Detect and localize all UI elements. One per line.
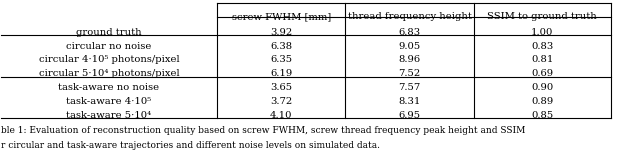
- Text: 0.90: 0.90: [531, 83, 554, 92]
- Text: 0.85: 0.85: [531, 111, 554, 120]
- Text: SSIM to ground truth: SSIM to ground truth: [488, 12, 597, 21]
- Text: screw FWHM [mm]: screw FWHM [mm]: [232, 12, 331, 21]
- Text: task-aware 4·10⁵: task-aware 4·10⁵: [67, 97, 152, 106]
- Text: 6.83: 6.83: [399, 28, 420, 37]
- Text: 7.57: 7.57: [399, 83, 420, 92]
- Text: 8.31: 8.31: [398, 97, 420, 106]
- Text: ble 1: Evaluation of reconstruction quality based on screw FWHM, screw thread fr: ble 1: Evaluation of reconstruction qual…: [1, 126, 525, 135]
- Text: circular 5·10⁴ photons/pixel: circular 5·10⁴ photons/pixel: [38, 69, 179, 78]
- Text: ground truth: ground truth: [76, 28, 142, 37]
- Text: 3.92: 3.92: [270, 28, 292, 37]
- Text: 0.83: 0.83: [531, 42, 554, 51]
- Text: 6.35: 6.35: [270, 55, 292, 64]
- Text: 7.52: 7.52: [399, 69, 420, 78]
- Text: 0.81: 0.81: [531, 55, 554, 64]
- Text: 6.95: 6.95: [399, 111, 420, 120]
- Text: task-aware no noise: task-aware no noise: [58, 83, 159, 92]
- Text: circular no noise: circular no noise: [67, 42, 152, 51]
- Text: 0.69: 0.69: [531, 69, 554, 78]
- Text: 4.10: 4.10: [270, 111, 292, 120]
- Text: 1.00: 1.00: [531, 28, 554, 37]
- Text: 3.65: 3.65: [270, 83, 292, 92]
- Text: 8.96: 8.96: [399, 55, 420, 64]
- Text: 3.72: 3.72: [270, 97, 292, 106]
- Text: task-aware 5·10⁴: task-aware 5·10⁴: [67, 111, 152, 120]
- Text: thread frequency height: thread frequency height: [348, 12, 472, 21]
- Text: 6.38: 6.38: [270, 42, 292, 51]
- Text: circular 4·10⁵ photons/pixel: circular 4·10⁵ photons/pixel: [38, 55, 179, 64]
- Text: 0.89: 0.89: [531, 97, 554, 106]
- Text: 9.05: 9.05: [399, 42, 420, 51]
- Text: 6.19: 6.19: [270, 69, 292, 78]
- Text: r circular and task-aware trajectories and different noise levels on simulated d: r circular and task-aware trajectories a…: [1, 141, 380, 150]
